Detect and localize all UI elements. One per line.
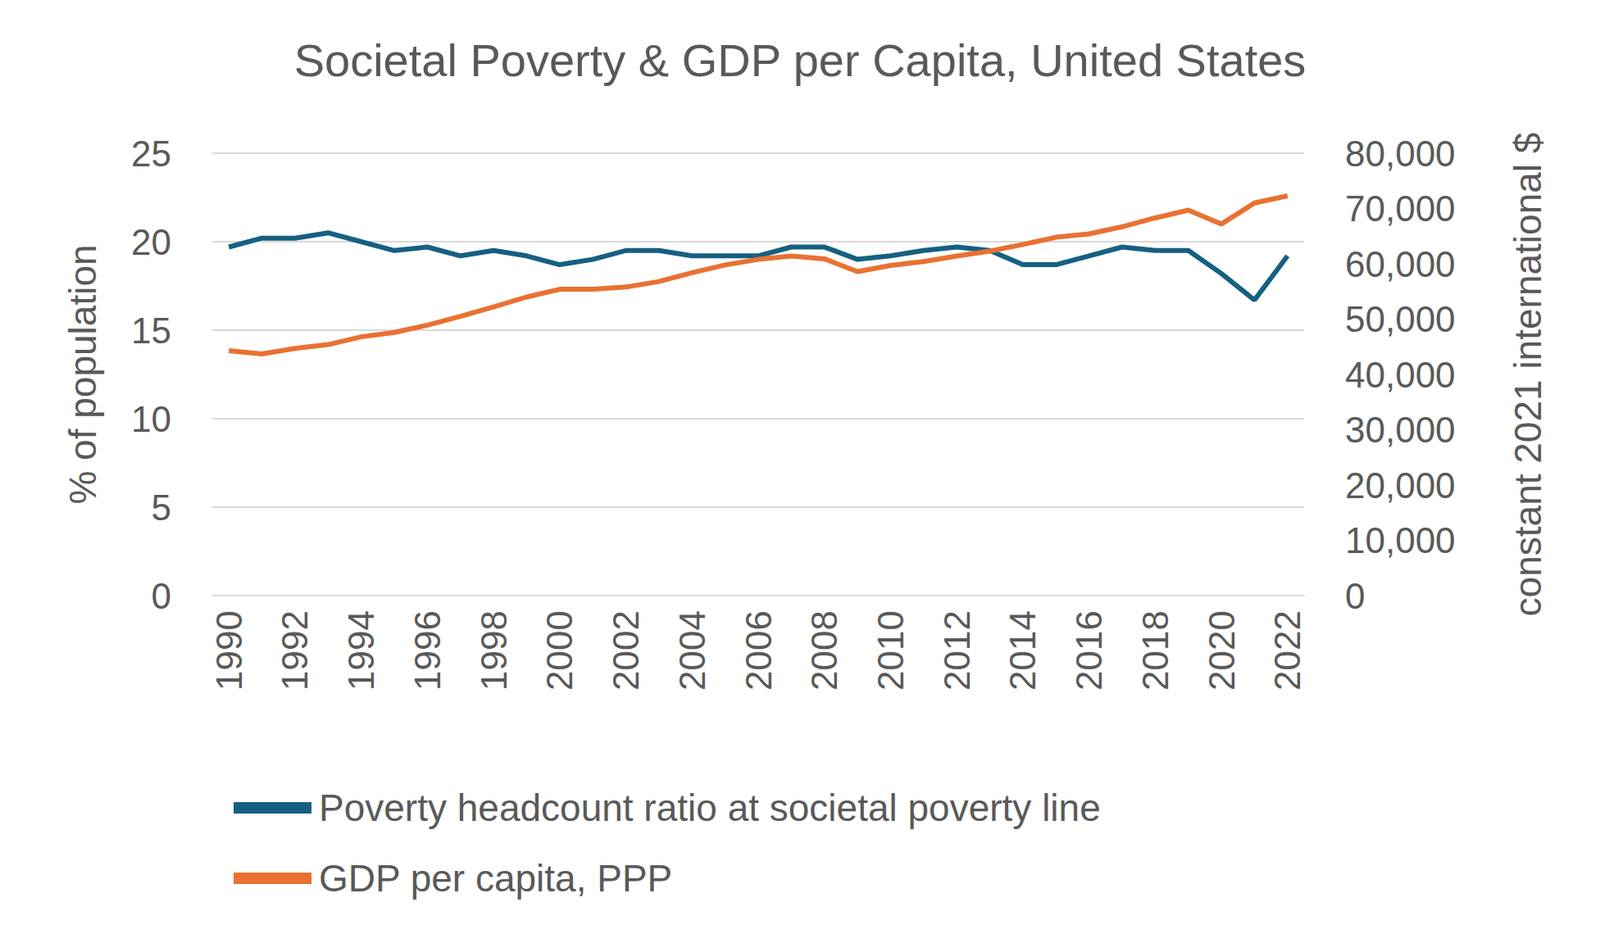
svg-text:2022: 2022 <box>1267 610 1308 691</box>
svg-text:40,000: 40,000 <box>1345 354 1456 396</box>
svg-text:10,000: 10,000 <box>1345 520 1456 561</box>
svg-text:2008: 2008 <box>804 610 845 691</box>
svg-text:0: 0 <box>151 576 172 617</box>
svg-text:5: 5 <box>151 487 172 528</box>
svg-text:10: 10 <box>131 399 172 440</box>
svg-text:constant 2021 international $: constant 2021 international $ <box>1506 132 1550 618</box>
svg-text:2002: 2002 <box>605 610 646 691</box>
svg-text:2000: 2000 <box>539 610 580 691</box>
svg-text:2012: 2012 <box>936 610 978 691</box>
svg-text:20,000: 20,000 <box>1345 465 1456 506</box>
svg-text:1996: 1996 <box>407 610 448 691</box>
svg-text:2010: 2010 <box>870 610 911 691</box>
svg-text:70,000: 70,000 <box>1345 188 1456 229</box>
svg-text:2016: 2016 <box>1068 610 1110 691</box>
svg-text:2006: 2006 <box>738 610 779 691</box>
svg-text:1998: 1998 <box>473 610 514 691</box>
svg-text:25: 25 <box>131 133 172 174</box>
svg-text:20: 20 <box>131 222 172 263</box>
svg-text:1990: 1990 <box>209 610 250 691</box>
svg-text:Societal Poverty & GDP per Cap: Societal Poverty & GDP per Capita, Unite… <box>294 34 1307 87</box>
svg-text:2004: 2004 <box>672 610 713 691</box>
svg-text:30,000: 30,000 <box>1345 409 1456 450</box>
svg-text:Poverty headcount ratio at soc: Poverty headcount ratio at societal pove… <box>318 786 1101 830</box>
svg-text:60,000: 60,000 <box>1345 244 1456 285</box>
svg-text:2018: 2018 <box>1135 610 1176 691</box>
svg-text:GDP per capita, PPP: GDP per capita, PPP <box>318 857 673 900</box>
svg-text:% of population: % of population <box>61 244 105 505</box>
svg-text:15: 15 <box>131 310 172 351</box>
svg-text:1994: 1994 <box>340 610 382 691</box>
svg-text:2020: 2020 <box>1201 610 1242 691</box>
svg-text:80,000: 80,000 <box>1345 133 1456 174</box>
svg-text:50,000: 50,000 <box>1345 299 1456 340</box>
svg-text:2014: 2014 <box>1002 610 1043 691</box>
svg-text:1992: 1992 <box>274 610 315 691</box>
svg-text:0: 0 <box>1345 576 1365 617</box>
